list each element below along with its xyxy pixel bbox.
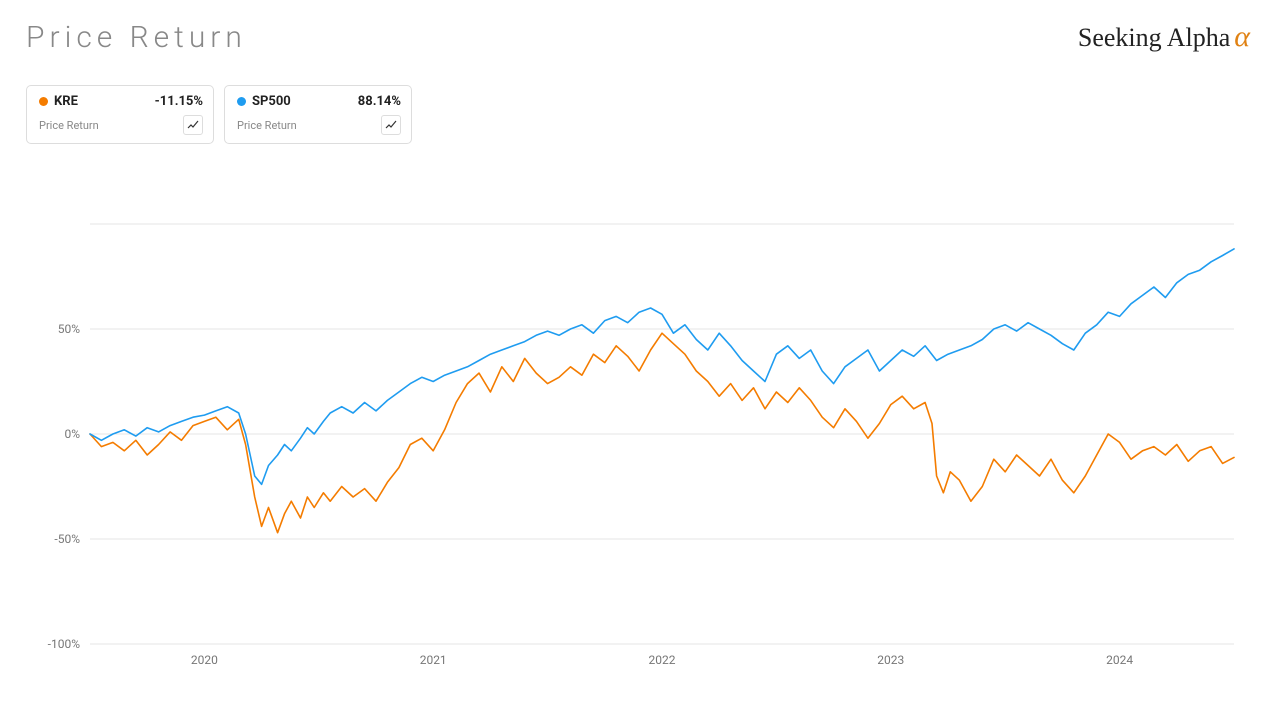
ticker-label: KRE — [54, 94, 78, 109]
trend-icon — [381, 115, 401, 135]
seeking-alpha-logo: Seeking Alphaα — [1078, 20, 1250, 54]
legend-card-sp500[interactable]: SP500 88.14% Price Return — [224, 85, 412, 144]
svg-text:50%: 50% — [58, 322, 80, 336]
ticker-label: SP500 — [252, 94, 291, 109]
svg-text:-50%: -50% — [54, 532, 80, 546]
logo-text: Seeking Alpha — [1078, 23, 1230, 53]
legend-card-kre[interactable]: KRE -11.15% Price Return — [26, 85, 214, 144]
price-return-chart: -100% -50% 0% 50% 2020 2021 2022 2023 2024 — [44, 214, 1244, 674]
legend-cards: KRE -11.15% Price Return SP500 88.14% Pr… — [0, 65, 1280, 154]
svg-text:2021: 2021 — [420, 653, 447, 667]
svg-text:0%: 0% — [64, 427, 80, 441]
series-dot-icon — [39, 97, 48, 106]
trend-icon — [183, 115, 203, 135]
svg-text:-100%: -100% — [48, 637, 81, 651]
logo-alpha-icon: α — [1234, 20, 1250, 54]
ticker-value: -11.15% — [155, 94, 203, 109]
ticker-sublabel: Price Return — [39, 119, 99, 132]
ticker-value: 88.14% — [358, 94, 401, 109]
svg-text:2020: 2020 — [191, 653, 218, 667]
series-dot-icon — [237, 97, 246, 106]
svg-text:2023: 2023 — [877, 653, 904, 667]
svg-text:2024: 2024 — [1106, 653, 1133, 667]
ticker-sublabel: Price Return — [237, 119, 297, 132]
svg-text:2022: 2022 — [649, 653, 676, 667]
page-title: Price Return — [26, 20, 247, 55]
